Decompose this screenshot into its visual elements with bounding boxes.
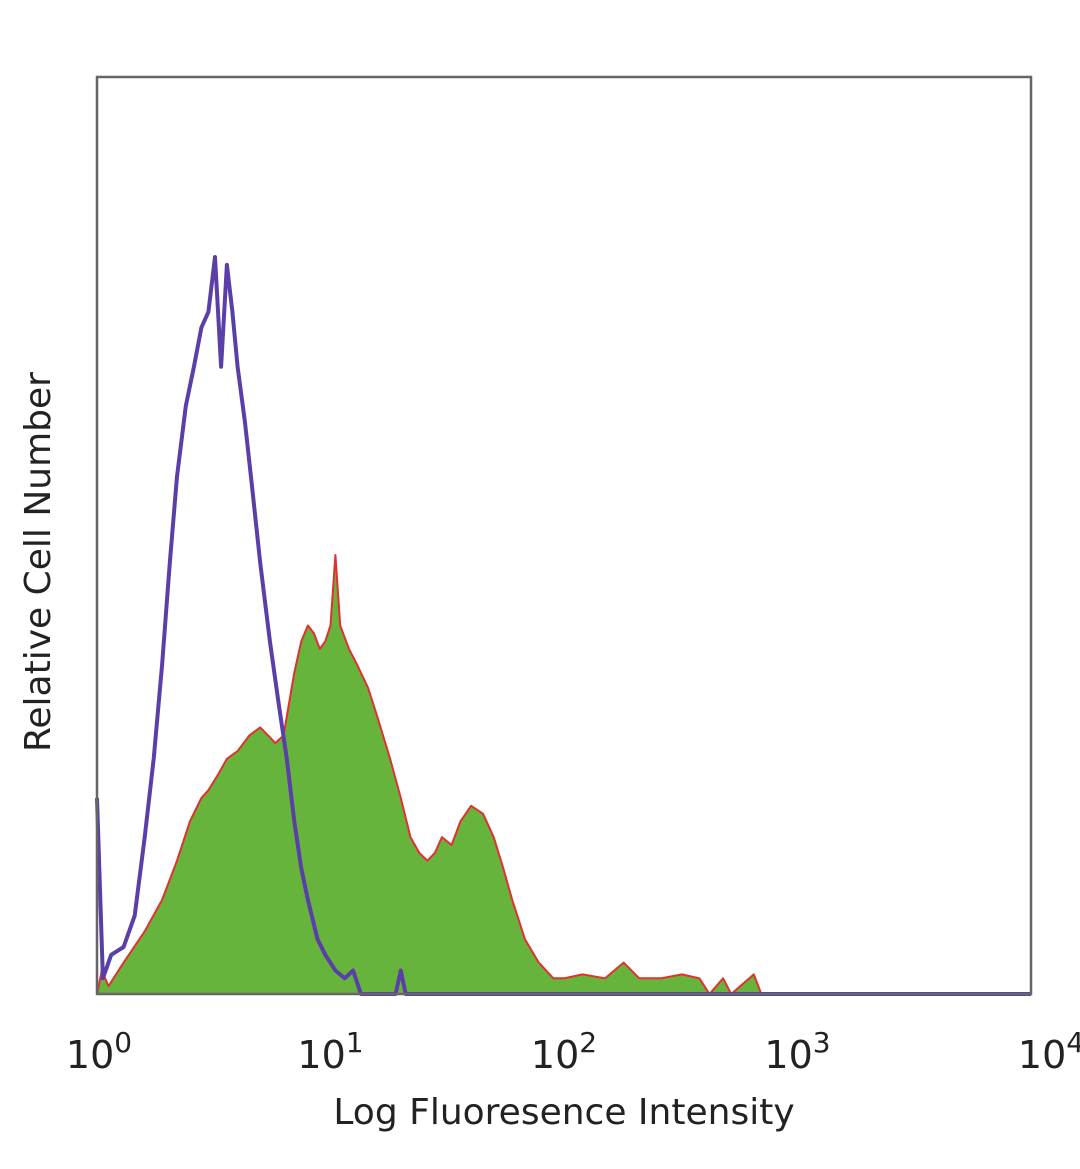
x-tick-base: 10 — [66, 1033, 114, 1077]
x-tick-labels: 100 101 102 103 104 — [66, 1026, 1080, 1077]
x-tick-base: 10 — [531, 1033, 579, 1077]
series-0-outline — [95, 255, 1031, 996]
series-layer — [95, 255, 1031, 996]
x-tick-base: 10 — [1018, 1033, 1066, 1077]
y-axis-title: Relative Cell Number — [18, 372, 59, 752]
plot-frame — [95, 75, 1033, 996]
series-1-edge — [96, 554, 1031, 995]
x-tick-label: 104 — [1018, 1026, 1080, 1077]
x-tick-exponent: 4 — [1066, 1026, 1080, 1059]
x-tick-base: 10 — [764, 1033, 812, 1077]
x-tick-exponent: 0 — [114, 1026, 132, 1059]
x-tick-exponent: 2 — [579, 1026, 597, 1059]
series-1-fill — [97, 555, 1031, 994]
x-tick-label: 102 — [531, 1026, 597, 1077]
x-axis-title: Log Fluoresence Intensity — [333, 1092, 794, 1133]
x-tick-label: 103 — [764, 1026, 830, 1077]
x-tick-base: 10 — [297, 1033, 345, 1077]
x-tick-label: 100 — [66, 1026, 132, 1077]
x-tick-label: 101 — [297, 1026, 363, 1077]
x-tick-exponent: 3 — [813, 1026, 831, 1059]
x-tick-exponent: 1 — [346, 1026, 364, 1059]
